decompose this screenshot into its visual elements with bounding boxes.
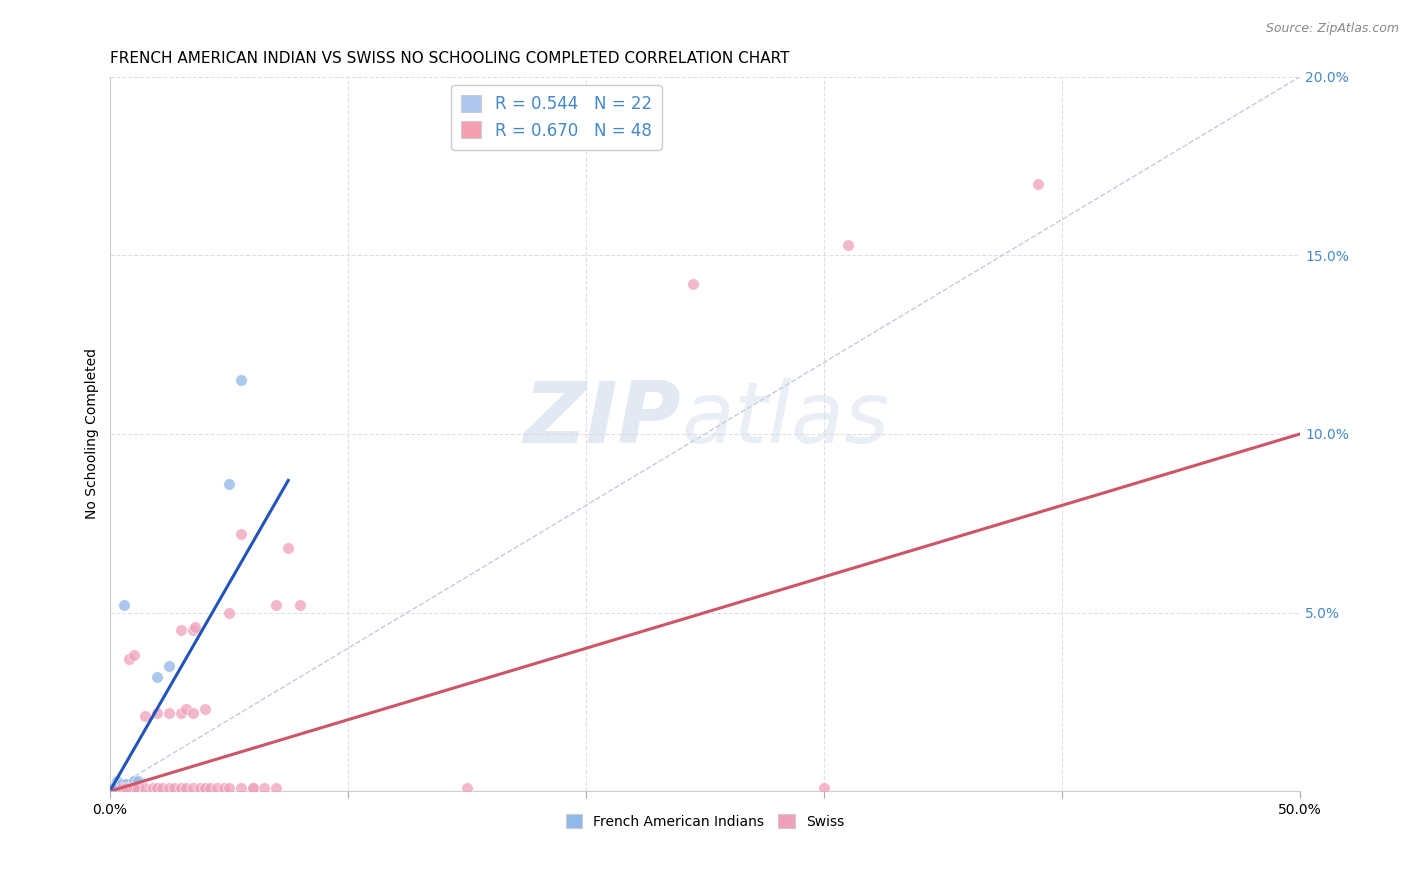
Point — [170, 706, 193, 720]
Point — [682, 277, 704, 291]
Text: atlas: atlas — [681, 378, 889, 461]
Point — [150, 780, 173, 795]
Y-axis label: No Schooling Completed: No Schooling Completed — [86, 349, 100, 519]
Point — [118, 780, 141, 795]
Point — [122, 780, 145, 795]
Point — [184, 620, 207, 634]
Point — [112, 780, 135, 795]
Text: FRENCH AMERICAN INDIAN VS SWISS NO SCHOOLING COMPLETED CORRELATION CHART: FRENCH AMERICAN INDIAN VS SWISS NO SCHOO… — [110, 51, 789, 66]
Point — [146, 670, 169, 684]
Point — [813, 780, 835, 795]
Point — [218, 780, 240, 795]
Point — [837, 237, 859, 252]
Point — [170, 780, 193, 795]
Point — [181, 706, 204, 720]
Point — [181, 780, 204, 795]
Point — [122, 780, 145, 795]
Point — [134, 780, 156, 795]
Point — [170, 624, 193, 638]
Legend: French American Indians, Swiss: French American Indians, Swiss — [560, 808, 849, 834]
Point — [101, 780, 124, 795]
Point — [212, 780, 235, 795]
Point — [122, 773, 145, 788]
Point — [218, 477, 240, 491]
Point — [120, 780, 142, 795]
Point — [105, 780, 128, 795]
Point — [1026, 177, 1049, 191]
Text: ZIP: ZIP — [523, 378, 681, 461]
Point — [127, 780, 149, 795]
Point — [122, 648, 145, 663]
Point — [266, 780, 288, 795]
Point — [277, 541, 299, 556]
Point — [103, 780, 125, 795]
Point — [122, 780, 145, 795]
Point — [142, 780, 165, 795]
Point — [115, 777, 138, 791]
Point — [242, 780, 264, 795]
Point — [163, 780, 186, 795]
Point — [174, 702, 197, 716]
Point — [229, 527, 252, 541]
Point — [253, 780, 276, 795]
Point — [118, 652, 141, 666]
Point — [456, 780, 478, 795]
Point — [118, 780, 141, 795]
Point — [146, 780, 169, 795]
Point — [108, 780, 131, 795]
Point — [229, 780, 252, 795]
Point — [157, 706, 180, 720]
Point — [111, 777, 134, 791]
Point — [181, 624, 204, 638]
Text: Source: ZipAtlas.com: Source: ZipAtlas.com — [1265, 22, 1399, 36]
Point — [174, 780, 197, 795]
Point — [112, 599, 135, 613]
Point — [266, 599, 288, 613]
Point — [198, 780, 221, 795]
Point — [111, 780, 134, 795]
Point — [157, 659, 180, 673]
Point — [242, 780, 264, 795]
Point — [288, 599, 311, 613]
Point — [229, 373, 252, 387]
Point — [188, 780, 211, 795]
Point — [111, 780, 134, 795]
Point — [115, 780, 138, 795]
Point — [205, 780, 228, 795]
Point — [115, 780, 138, 795]
Point — [194, 780, 217, 795]
Point — [134, 709, 156, 723]
Point — [194, 702, 217, 716]
Point — [127, 780, 149, 795]
Point — [218, 606, 240, 620]
Point — [127, 773, 149, 788]
Point — [105, 773, 128, 788]
Point — [157, 780, 180, 795]
Point — [146, 706, 169, 720]
Point — [125, 780, 148, 795]
